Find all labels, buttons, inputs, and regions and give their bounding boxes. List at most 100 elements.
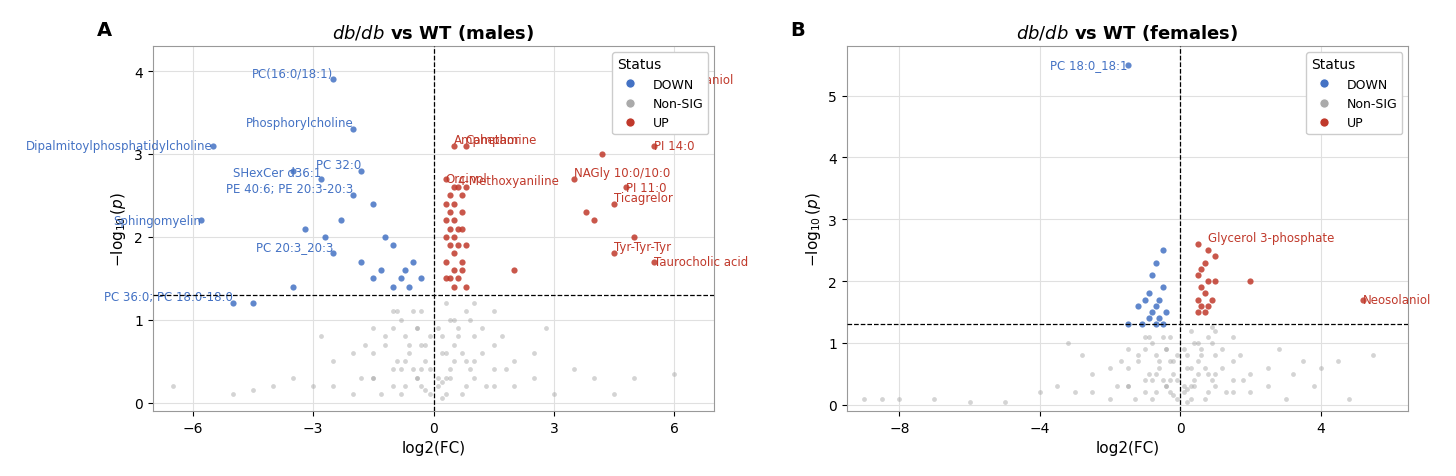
Point [438,208,462,216]
Point [1115,364,1139,372]
Point [342,192,365,200]
Point [470,325,494,332]
Point [1337,395,1360,403]
Point [1063,389,1086,397]
Point [381,283,405,291]
Point [1274,395,1297,403]
Point [361,374,384,382]
Point [409,308,432,316]
Point [443,142,466,150]
Point [534,325,558,332]
Point [655,76,678,84]
Point [1204,383,1227,390]
Point [1115,383,1139,390]
Text: Camphor: Camphor [466,133,520,146]
Point [1190,284,1213,291]
Text: SHexCer d36:1: SHexCer d36:1 [233,167,322,179]
Point [189,217,213,225]
Point [562,366,585,374]
Point [446,275,469,282]
Point [443,283,466,291]
Point [1192,364,1216,372]
Point [1098,395,1121,403]
Point [434,300,457,307]
Point [853,395,877,403]
Point [582,374,606,382]
Point [434,234,457,241]
Point [1045,383,1069,390]
Point [1028,389,1051,397]
Point [1197,278,1220,285]
Y-axis label: $-\log_{10}(p)$: $-\log_{10}(p)$ [804,192,823,267]
Point [242,387,265,394]
X-axis label: log2(FC): log2(FC) [402,440,466,455]
Point [390,275,414,282]
Point [482,382,505,390]
Point [1257,364,1280,372]
Point [1133,296,1156,304]
Point [1155,346,1178,353]
Point [434,349,457,357]
Point [1187,241,1210,248]
Point [434,217,457,225]
Point [1123,395,1146,403]
Point [1222,377,1245,384]
Point [381,366,405,374]
Text: Tyr-Tyr-Tyr: Tyr-Tyr-Tyr [614,241,671,254]
Point [221,300,245,307]
Point [361,325,384,332]
Point [294,225,317,233]
Point [430,395,453,402]
Y-axis label: $-\log_{10}(p)$: $-\log_{10}(p)$ [109,192,128,267]
Point [446,184,469,191]
Point [459,316,482,324]
Point [434,374,457,382]
Point [443,357,466,365]
Text: PC 18:0_18:1: PC 18:0_18:1 [1050,59,1127,72]
Point [381,382,405,390]
Point [1192,259,1216,267]
Point [603,250,626,258]
Point [614,184,638,191]
Point [450,192,473,200]
Point [623,234,646,241]
Point [438,275,462,282]
Text: PI 14:0: PI 14:0 [654,140,695,153]
Point [1187,296,1210,304]
Point [502,382,526,390]
Point [430,349,453,357]
Point [310,176,333,183]
Text: Taurocholic acid: Taurocholic acid [654,256,748,268]
Point [1204,278,1227,285]
Point [381,242,405,249]
Point [1192,290,1216,298]
Point [402,366,425,374]
Point [1080,370,1104,378]
Point [1214,389,1238,397]
Point [1127,358,1150,366]
Point [1229,352,1252,359]
Point [1127,352,1150,359]
Point [374,341,397,348]
Point [409,341,432,348]
Point [1175,364,1198,372]
Point [642,142,665,150]
Point [1158,389,1181,397]
Point [1175,352,1198,359]
Point [1130,321,1153,328]
Point [414,387,437,394]
Point [221,391,245,398]
Title: $\mathit{db/db}$ vs WT (males): $\mathit{db/db}$ vs WT (males) [332,23,534,43]
Point [454,357,478,365]
Point [1115,383,1139,390]
Point [1239,389,1262,397]
Point [397,283,421,291]
Point [370,391,393,398]
Point [443,217,466,225]
Point [322,250,345,258]
Point [434,176,457,183]
Point [390,316,414,324]
Point [1109,358,1133,366]
Point [1239,370,1262,378]
Point [993,398,1016,406]
